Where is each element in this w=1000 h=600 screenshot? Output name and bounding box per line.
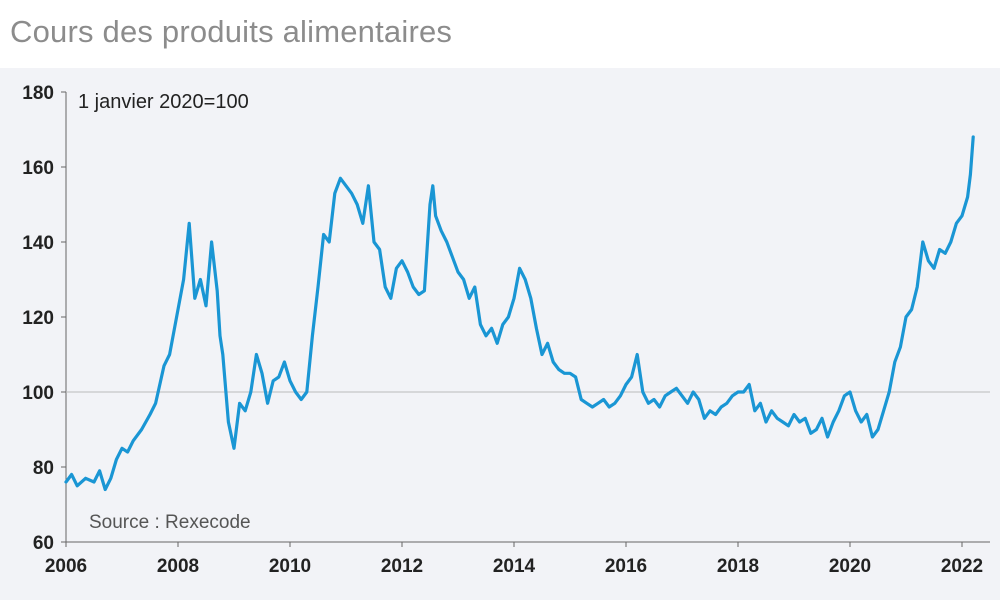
index-base-annotation: 1 janvier 2020=100 <box>78 91 249 113</box>
x-tick-label: 2008 <box>157 556 199 577</box>
y-axis: 60 80 100 120 140 160 180 <box>22 83 67 554</box>
y-tick-label: 80 <box>33 458 54 479</box>
x-tick-label: 2022 <box>941 556 983 577</box>
y-tick-label: 100 <box>22 383 54 404</box>
x-tick-label: 2012 <box>381 556 423 577</box>
x-axis: 2006 2008 2010 2012 2014 2016 2018 2020 2022 <box>45 541 990 577</box>
x-tick-label: 2014 <box>493 556 536 577</box>
y-tick-label: 140 <box>22 233 54 254</box>
chart-title: Cours des produits alimentaires <box>10 14 453 49</box>
y-tick-label: 60 <box>33 533 54 554</box>
source-note: Source : Rexecode <box>89 512 251 533</box>
y-tick-label: 160 <box>22 158 54 179</box>
y-tick-label: 120 <box>22 308 54 329</box>
x-tick-label: 2010 <box>269 556 311 577</box>
y-tick-label: 180 <box>22 83 54 104</box>
x-tick-label: 2016 <box>605 556 647 577</box>
x-tick-label: 2018 <box>717 556 759 577</box>
x-tick-label: 2006 <box>45 556 87 577</box>
series-line <box>64 135 975 492</box>
x-tick-label: 2020 <box>829 556 871 577</box>
